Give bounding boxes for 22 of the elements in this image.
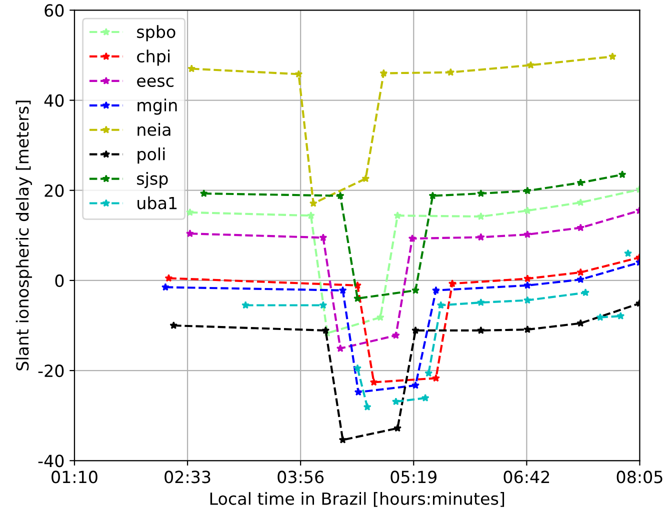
x-tick-label: 03:56 [278, 470, 324, 484]
x-tick-label: 05:19 [390, 470, 436, 484]
y-tick-label: 20 [44, 184, 64, 197]
x-tick-label: 01:10 [52, 470, 98, 484]
legend-label: spbo [137, 25, 176, 42]
y-tick-label: 60 [44, 4, 64, 17]
legend-label: neia [138, 123, 170, 136]
legend-label: uba1 [138, 196, 177, 210]
legend-label: mgin [138, 98, 177, 115]
y-tick-label: 0 [55, 274, 64, 288]
legend-label: sjsp [137, 172, 168, 188]
x-tick-label: 02:33 [164, 470, 210, 484]
x-tick-label: 06:42 [504, 470, 550, 484]
y-tick-label: 40 [44, 94, 64, 107]
y-tick-label: -40 [38, 454, 64, 468]
legend-label: poli [138, 148, 165, 164]
legend-label: chpi [137, 50, 170, 66]
legend-label: eesc [137, 77, 174, 88]
y-tick-label: -20 [38, 364, 64, 378]
y-axis-title: Slant ionospheric delay [meters] [16, 100, 32, 370]
x-axis-title: Local time in Brazil [hours:minutes] [210, 492, 504, 507]
x-tick-label: 08:05 [616, 470, 662, 484]
